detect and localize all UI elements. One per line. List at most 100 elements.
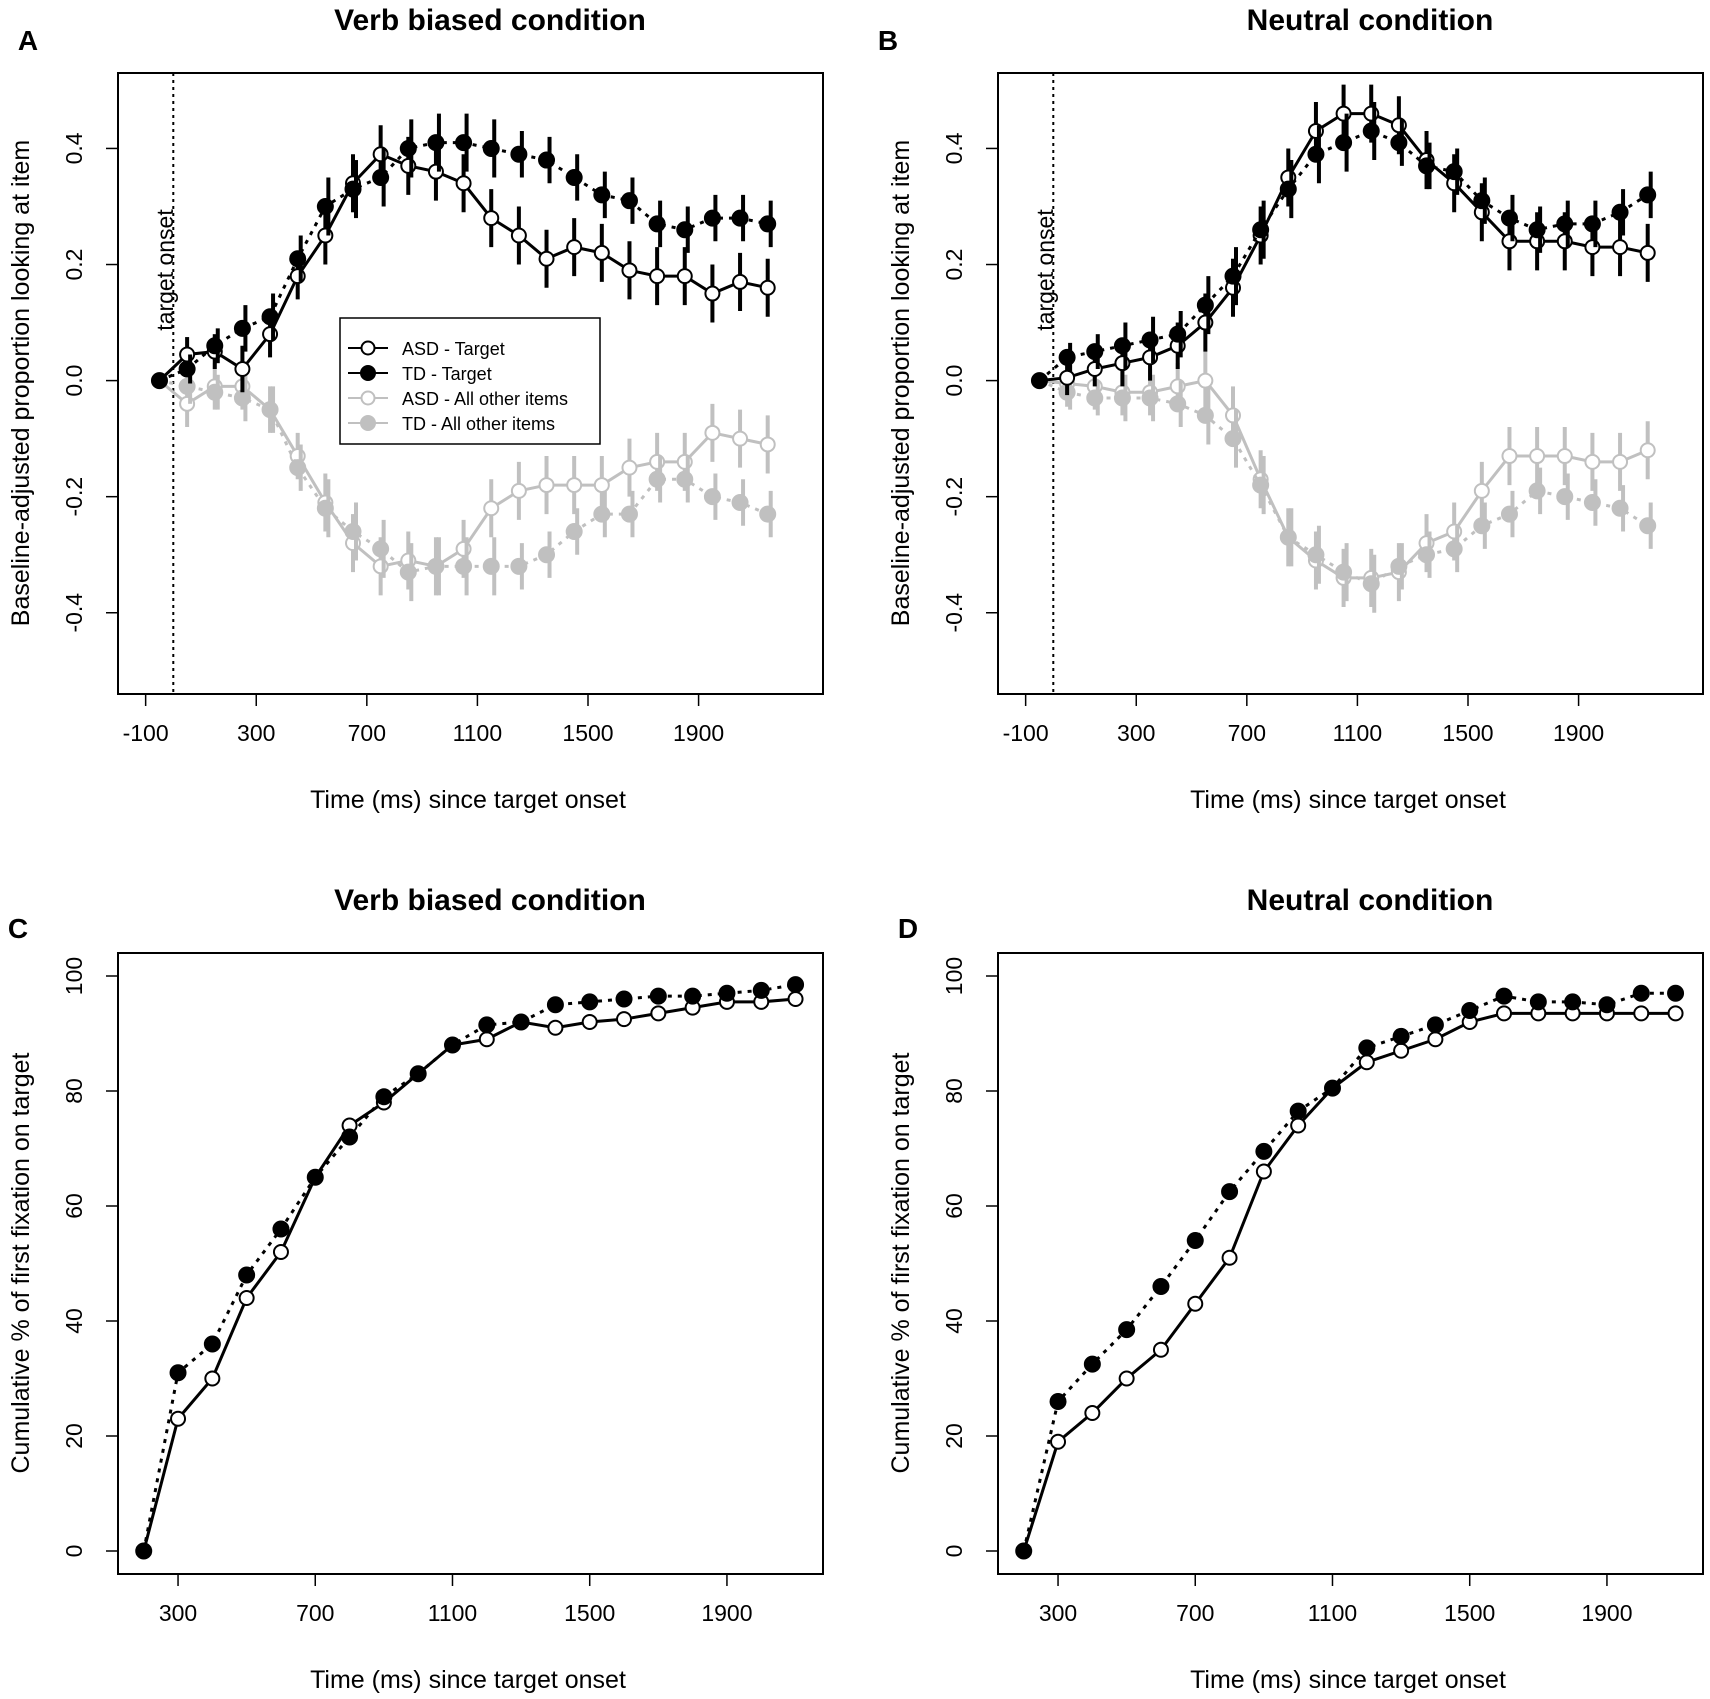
- data-point: [566, 239, 583, 256]
- data-point: [1496, 1005, 1513, 1022]
- data-point: [204, 1370, 221, 1387]
- y-tick-label: 0: [941, 1545, 967, 1558]
- data-point: [233, 319, 251, 337]
- data-point: [261, 308, 279, 326]
- data-point: [344, 522, 362, 540]
- data-point: [538, 477, 555, 494]
- data-point: [1632, 984, 1650, 1002]
- x-tick-label: 1900: [1553, 720, 1604, 746]
- panel-c: Verb biased condition C Time (ms) since …: [7, 884, 824, 1694]
- data-point: [1501, 448, 1518, 465]
- x-tick-label: 700: [348, 720, 386, 746]
- data-point: [341, 1128, 359, 1146]
- panel-a-x-axis-title: Time (ms) since target onset: [310, 786, 626, 814]
- data-point: [676, 221, 694, 239]
- data-point: [1058, 348, 1076, 366]
- data-point: [1362, 122, 1380, 140]
- data-point: [1393, 1042, 1410, 1059]
- data-point: [344, 180, 362, 198]
- data-point: [1358, 1054, 1375, 1071]
- x-tick-label: 1500: [1444, 1600, 1495, 1626]
- legend-marker-td-target: [360, 365, 376, 381]
- legend-label-td-other: TD - All other items: [402, 414, 555, 434]
- panel-b-x-ticks: -100 300 700 1100 1500 1900: [1003, 694, 1604, 746]
- data-point: [1196, 296, 1214, 314]
- x-tick-label: 300: [237, 720, 275, 746]
- data-point: [1279, 180, 1297, 198]
- data-point: [455, 175, 472, 192]
- panel-a-plot-frame: [117, 72, 824, 695]
- series-line-td-target: [1022, 991, 1676, 1552]
- y-tick-label: 0.4: [61, 132, 87, 164]
- data-point: [178, 377, 196, 395]
- data-point: [538, 546, 556, 564]
- legend-marker-asd-other: [360, 390, 376, 406]
- panel-d-y-axis-title: Cumulative % of first fixation on target: [887, 1052, 915, 1473]
- panel-a-title: Verb biased condition: [334, 4, 646, 37]
- data-point: [1323, 1079, 1341, 1097]
- data-point: [732, 430, 749, 447]
- y-tick-label: 0.4: [941, 132, 967, 164]
- data-point: [1152, 1341, 1169, 1358]
- data-point: [1252, 476, 1270, 494]
- data-point: [620, 192, 638, 210]
- data-point: [621, 262, 638, 279]
- data-point: [787, 991, 804, 1007]
- y-tick-label: 0.2: [61, 249, 87, 281]
- data-point: [1221, 1249, 1238, 1266]
- x-tick-label: 1100: [428, 1600, 477, 1626]
- data-point: [1564, 993, 1582, 1011]
- y-tick-label: 20: [941, 1423, 967, 1449]
- data-point: [616, 1011, 633, 1028]
- data-point: [648, 470, 666, 488]
- data-point: [238, 1266, 256, 1284]
- panel-a-plot: [117, 72, 824, 695]
- panel-c-title: Verb biased condition: [334, 884, 646, 917]
- data-point: [759, 215, 777, 233]
- panel-c-plot: [117, 952, 824, 1575]
- data-point: [427, 134, 445, 152]
- y-tick-label: 40: [941, 1308, 967, 1334]
- data-point: [482, 557, 500, 575]
- data-point: [566, 477, 583, 494]
- panel-c-x-ticks: 300 700 1100 1500 1900: [159, 1574, 753, 1626]
- data-point: [547, 1019, 564, 1036]
- data-point: [1049, 1393, 1067, 1410]
- data-point: [565, 168, 583, 186]
- data-point: [261, 401, 279, 419]
- data-point: [1362, 575, 1380, 593]
- y-tick-label: 60: [941, 1193, 967, 1219]
- data-point: [1611, 203, 1629, 221]
- data-point: [372, 168, 390, 186]
- y-tick-label: 60: [61, 1193, 87, 1219]
- panel-a-x-ticks: -100 300 700 1100 1500 1900: [123, 694, 724, 746]
- data-point: [1392, 1027, 1410, 1045]
- data-point: [1307, 145, 1325, 163]
- legend-marker-asd-target: [360, 340, 376, 356]
- data-point: [615, 990, 633, 1008]
- panel-d: Neutral condition D Time (ms) since targ…: [887, 884, 1704, 1694]
- series-asd-all-other-items: [1031, 351, 1656, 607]
- panel-b: Neutral condition B Time (ms) since targ…: [878, 4, 1704, 814]
- legend-label-td-target: TD - Target: [402, 364, 492, 384]
- data-point: [1030, 372, 1048, 390]
- data-point: [1583, 493, 1601, 511]
- data-point: [1086, 343, 1104, 361]
- data-point: [704, 285, 721, 302]
- panel-c-x-axis-title: Time (ms) since target onset: [310, 1666, 626, 1694]
- x-tick-label: 300: [159, 1600, 197, 1626]
- x-tick-label: 700: [1228, 720, 1266, 746]
- data-point: [455, 134, 473, 152]
- data-point: [1169, 325, 1187, 343]
- panel-a: Verb biased condition A Time (ms) since …: [7, 4, 824, 814]
- data-point: [650, 1005, 667, 1022]
- data-point: [1307, 546, 1325, 564]
- data-point: [703, 209, 721, 227]
- legend-label-asd-other: ASD - All other items: [402, 389, 568, 409]
- data-point: [1279, 528, 1297, 546]
- data-point: [443, 1036, 461, 1054]
- y-tick-label: 20: [61, 1423, 87, 1449]
- data-point: [593, 505, 611, 523]
